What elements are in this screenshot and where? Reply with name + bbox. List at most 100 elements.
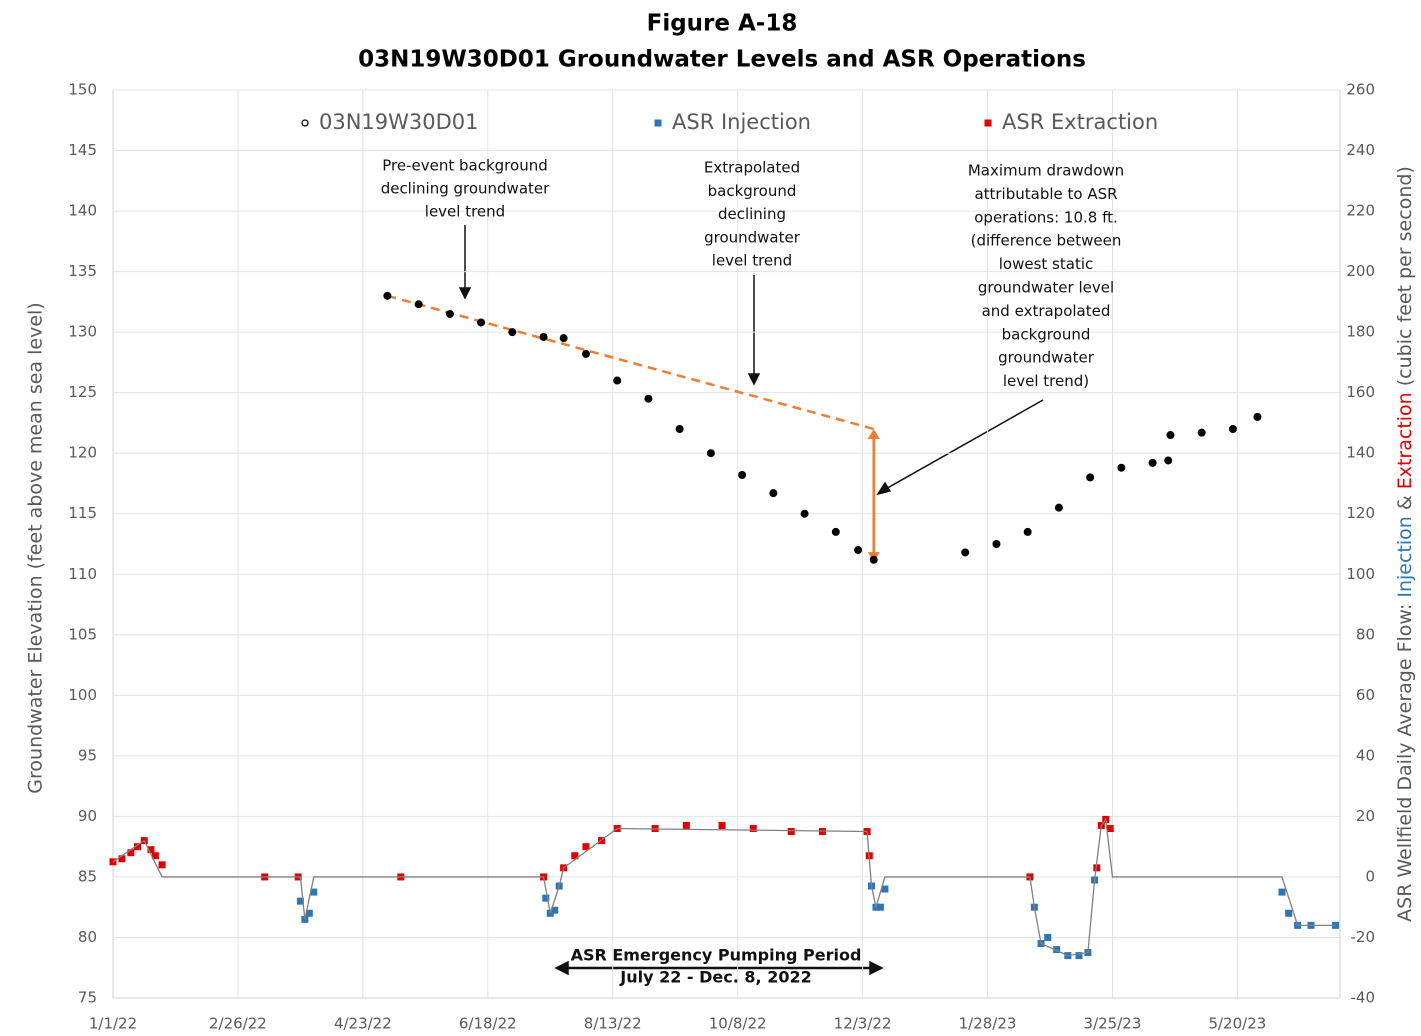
level-point — [869, 555, 878, 564]
y2-axis-label: ASR Wellfield Daily Average Flow: Inject… — [1394, 166, 1416, 922]
x-tick-label: 4/23/22 — [334, 1015, 392, 1033]
y2-tick-label: 0 — [1365, 867, 1375, 885]
legend-marker — [984, 119, 992, 127]
arrowhead — [867, 428, 880, 439]
annotation: groundwater — [704, 228, 801, 246]
legend-label: 03N19W30D01 — [319, 110, 479, 134]
x-tick-label: 5/20/23 — [1208, 1015, 1266, 1033]
flow-line — [112, 817, 1336, 957]
level-point — [1148, 458, 1157, 467]
y2-tick-label: 40 — [1356, 746, 1375, 764]
level-point — [613, 376, 622, 385]
annotation: declining — [718, 205, 786, 223]
level-point — [539, 332, 548, 341]
flow-point — [1075, 952, 1083, 960]
y2-tick-label: 260 — [1346, 81, 1375, 99]
level-point — [706, 449, 715, 458]
annotation: level trend — [712, 252, 792, 270]
x-tick-label: 1/1/22 — [89, 1015, 137, 1033]
level-point — [1197, 428, 1206, 437]
arrowhead — [554, 960, 569, 976]
y2-tick-label: 200 — [1346, 262, 1375, 280]
level-point — [383, 291, 392, 300]
level-point — [1054, 503, 1063, 512]
level-point — [1164, 456, 1173, 465]
arrow — [883, 399, 1044, 491]
y2-tick-label: 20 — [1356, 807, 1375, 825]
flow-point — [127, 849, 135, 857]
level-point — [1166, 431, 1175, 440]
annotation: declining groundwater — [381, 180, 550, 198]
legend-label: ASR Injection — [672, 110, 811, 134]
flow-point — [542, 894, 550, 902]
level-point — [854, 546, 863, 555]
flow-point — [158, 861, 166, 869]
chart-subtitle: 03N19W30D01 Groundwater Levels and ASR O… — [358, 47, 1086, 73]
y2-tick-label: 220 — [1346, 202, 1375, 220]
flow-point — [151, 852, 159, 860]
flow-point — [787, 828, 795, 836]
x-tick-label: 1/28/23 — [959, 1015, 1017, 1033]
y-tick-label: 90 — [78, 807, 97, 825]
level-point — [445, 309, 454, 318]
legend-marker — [654, 119, 662, 127]
flow-point — [749, 825, 757, 833]
y2-tick-label: 120 — [1346, 504, 1375, 522]
x-tick-label: 10/8/22 — [709, 1015, 767, 1033]
y-tick-label: 120 — [68, 444, 97, 462]
annotation: background — [708, 182, 797, 200]
flow-point — [582, 843, 590, 851]
y2-tick-label: 80 — [1356, 625, 1375, 643]
level-point — [1228, 424, 1237, 433]
flow-point — [682, 821, 690, 829]
y-tick-label: 105 — [68, 625, 97, 643]
annotation: ASR Emergency Pumping Period — [571, 946, 862, 965]
legend-label: ASR Extraction — [1002, 110, 1158, 134]
annotation: groundwater level — [978, 279, 1114, 297]
annotation: lowest static — [999, 255, 1094, 273]
level-point — [800, 509, 809, 518]
annotation: July 22 - Dec. 8, 2022 — [619, 968, 811, 987]
arrowhead — [747, 373, 761, 386]
y-axis-label: Groundwater Elevation (feet above mean s… — [25, 302, 47, 793]
flow-point — [147, 846, 155, 854]
x-tick-label: 3/25/23 — [1084, 1015, 1142, 1033]
flow-point — [1285, 909, 1293, 917]
level-point — [414, 300, 423, 309]
flow-point — [876, 903, 884, 911]
level-point — [581, 349, 590, 358]
level-point — [961, 548, 970, 557]
y-tick-label: 75 — [78, 989, 97, 1007]
y2-axis-label-part: ASR Wellfield Daily Average Flow: — [1394, 598, 1416, 922]
flow-point — [134, 843, 142, 851]
y-tick-label: 140 — [68, 202, 97, 220]
legend-marker — [301, 119, 309, 127]
y-tick-label: 100 — [68, 686, 97, 704]
flow-point — [1093, 864, 1101, 872]
flow-point — [718, 821, 726, 829]
level-point — [769, 489, 778, 498]
grid — [112, 89, 1340, 999]
flow-point — [296, 897, 304, 905]
y2-axis-label-part: (cubic feet per second) — [1394, 166, 1416, 392]
x-tick-label: 12/3/22 — [834, 1015, 892, 1033]
level-point — [738, 470, 747, 479]
level-point — [1253, 412, 1262, 421]
annotation: level trend — [425, 203, 505, 221]
y-tick-label: 85 — [78, 867, 97, 885]
flow-point — [1053, 946, 1061, 954]
level-point — [831, 527, 840, 536]
flow-point — [571, 852, 579, 860]
y-tick-label: 135 — [68, 262, 97, 280]
y-tick-label: 145 — [68, 141, 97, 159]
annotation: level trend) — [1003, 372, 1089, 390]
chart-title: Figure A-18 — [647, 11, 798, 37]
x-tick-label: 8/13/22 — [584, 1015, 642, 1033]
level-point — [644, 394, 653, 403]
flow-point — [551, 906, 559, 914]
y-tick-label: 80 — [78, 928, 97, 946]
annotation: attributable to ASR — [974, 185, 1117, 203]
annotation: groundwater — [998, 349, 1095, 367]
y-tick-label: 95 — [78, 746, 97, 764]
